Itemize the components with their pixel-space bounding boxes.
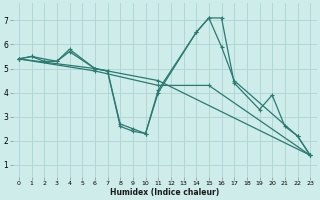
X-axis label: Humidex (Indice chaleur): Humidex (Indice chaleur) bbox=[110, 188, 219, 197]
